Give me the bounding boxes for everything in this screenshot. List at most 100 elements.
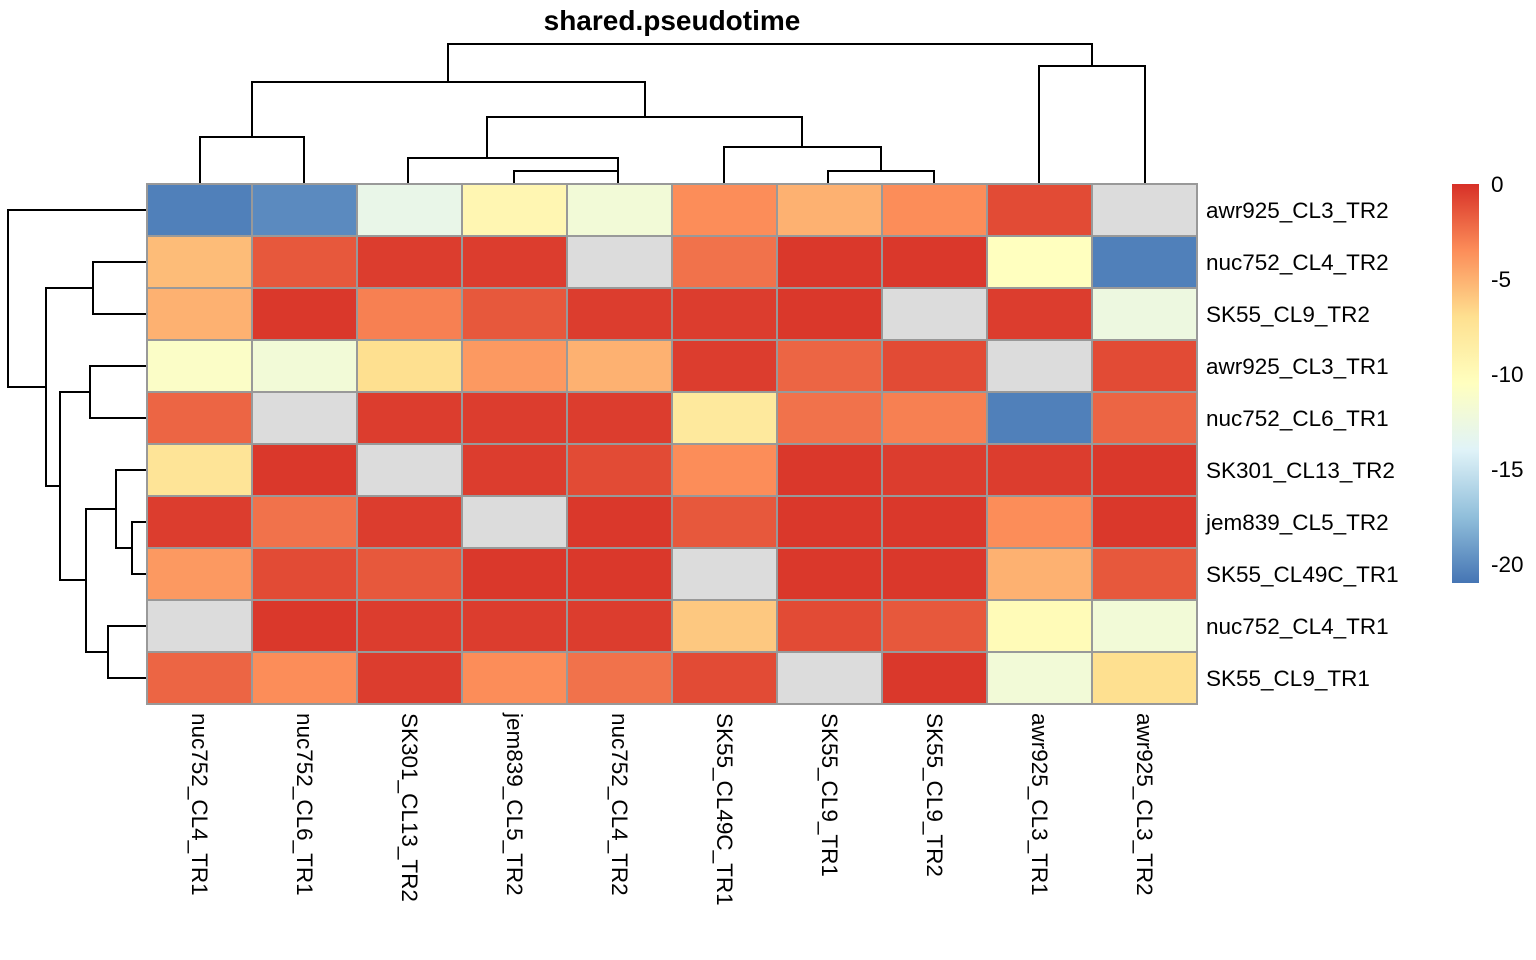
heatmap-cell [1091,391,1198,445]
heatmap-cell [986,495,1093,549]
heatmap-cell [461,339,568,393]
heatmap-cell [461,651,568,705]
heatmap-cell [776,287,883,341]
column-label: awr925_CL3_TR2 [1132,713,1157,896]
heatmap-cell [671,235,778,289]
heatmap-cell [986,547,1093,601]
heatmap-cell [776,443,883,497]
heatmap-cell [146,339,253,393]
heatmap-cell [356,443,463,497]
heatmap-cell [356,339,463,393]
heatmap-cell [671,547,778,601]
heatmap-cell [986,391,1093,445]
heatmap-cell [986,183,1093,237]
column-label: nuc752_CL4_TR1 [187,713,212,896]
column-label: SK55_CL9_TR2 [922,713,947,877]
column-label: nuc752_CL6_TR1 [292,713,317,896]
column-label: awr925_CL3_TR1 [1027,713,1052,896]
dendrogram-branch [827,170,935,184]
heatmap-cell [461,547,568,601]
heatmap-cell [251,287,358,341]
heatmap-cell [776,183,883,237]
heatmap-cell [251,339,358,393]
heatmap-cell [881,651,988,705]
heatmap-cell [461,443,568,497]
heatmap-cell [671,495,778,549]
dendrogram-branch [723,146,882,184]
heatmap-cell [146,547,253,601]
heatmap-cells [146,183,1198,705]
dendrogram-branch [7,209,147,388]
column-dendrogram [199,43,1146,184]
heatmap-cell [251,599,358,653]
color-legend: 0 -5 -10 -15 -20 [1452,172,1524,583]
heatmap-cell [776,495,883,549]
column-label: SK55_CL49C_TR1 [712,713,737,906]
heatmap-cell [356,599,463,653]
heatmap-cell [881,235,988,289]
heatmap-cell [1091,651,1198,705]
heatmap-cell [251,183,358,237]
heatmap-cell [1091,599,1198,653]
heatmap-cell [146,235,253,289]
heatmap-cell [1091,547,1198,601]
heatmap-cell [461,183,568,237]
heatmap-cell [986,235,1093,289]
dendrogram-branch [45,287,93,487]
heatmap-cell [671,651,778,705]
row-label: awr925_CL3_TR1 [1206,354,1389,379]
row-label: SK55_CL49C_TR1 [1206,562,1399,587]
legend-colorbar [1452,184,1479,583]
heatmap-cell [146,287,253,341]
heatmap-cell [1091,443,1198,497]
column-label: jem839_CL5_TR2 [502,712,527,896]
column-labels: nuc752_CL4_TR1 nuc752_CL6_TR1 SK301_CL13_T… [187,712,1157,906]
heatmap-cell [881,183,988,237]
heatmap-cell [356,651,463,705]
heatmap-cell [566,391,673,445]
heatmap-cell [251,495,358,549]
heatmap-cell [461,391,568,445]
heatmap-cell [671,183,778,237]
heatmap-cell [776,391,883,445]
legend-tick-label: -5 [1491,267,1511,292]
heatmap-cell [566,235,673,289]
row-label: nuc752_CL4_TR2 [1206,250,1389,275]
chart-title: shared.pseudotime [544,5,801,36]
heatmap-cell [566,287,673,341]
dendrogram-branch [89,365,147,419]
heatmap-cell [146,651,253,705]
legend-tick-label: -10 [1491,362,1524,387]
heatmap-cell [986,651,1093,705]
heatmap-cell [356,287,463,341]
heatmap-cell [986,287,1093,341]
heatmap-cell [251,547,358,601]
dendrogram-branch [486,116,803,158]
heatmap-cell [776,547,883,601]
heatmap-cell [881,547,988,601]
heatmap-cell [566,183,673,237]
row-label: SK55_CL9_TR2 [1206,302,1370,327]
heatmap-cell [566,443,673,497]
heatmap-cell [566,599,673,653]
heatmap-cell [461,599,568,653]
heatmap-cell [251,391,358,445]
heatmap-cell [881,391,988,445]
row-label: SK55_CL9_TR1 [1206,666,1370,691]
heatmap-cell [776,599,883,653]
heatmap-cell [251,443,358,497]
row-label: nuc752_CL6_TR1 [1206,406,1389,431]
heatmap-cell [671,339,778,393]
heatmap-cell [146,495,253,549]
heatmap-cell [776,651,883,705]
heatmap-cell [1091,495,1198,549]
heatmap-cell [986,443,1093,497]
column-label: nuc752_CL4_TR2 [607,713,632,896]
heatmap-cell [1091,339,1198,393]
dendrogram-branch [1038,65,1146,184]
heatmap-cell [881,599,988,653]
heatmap-cell [986,599,1093,653]
dendrogram-branch [251,81,646,137]
row-label: nuc752_CL4_TR1 [1206,614,1389,639]
